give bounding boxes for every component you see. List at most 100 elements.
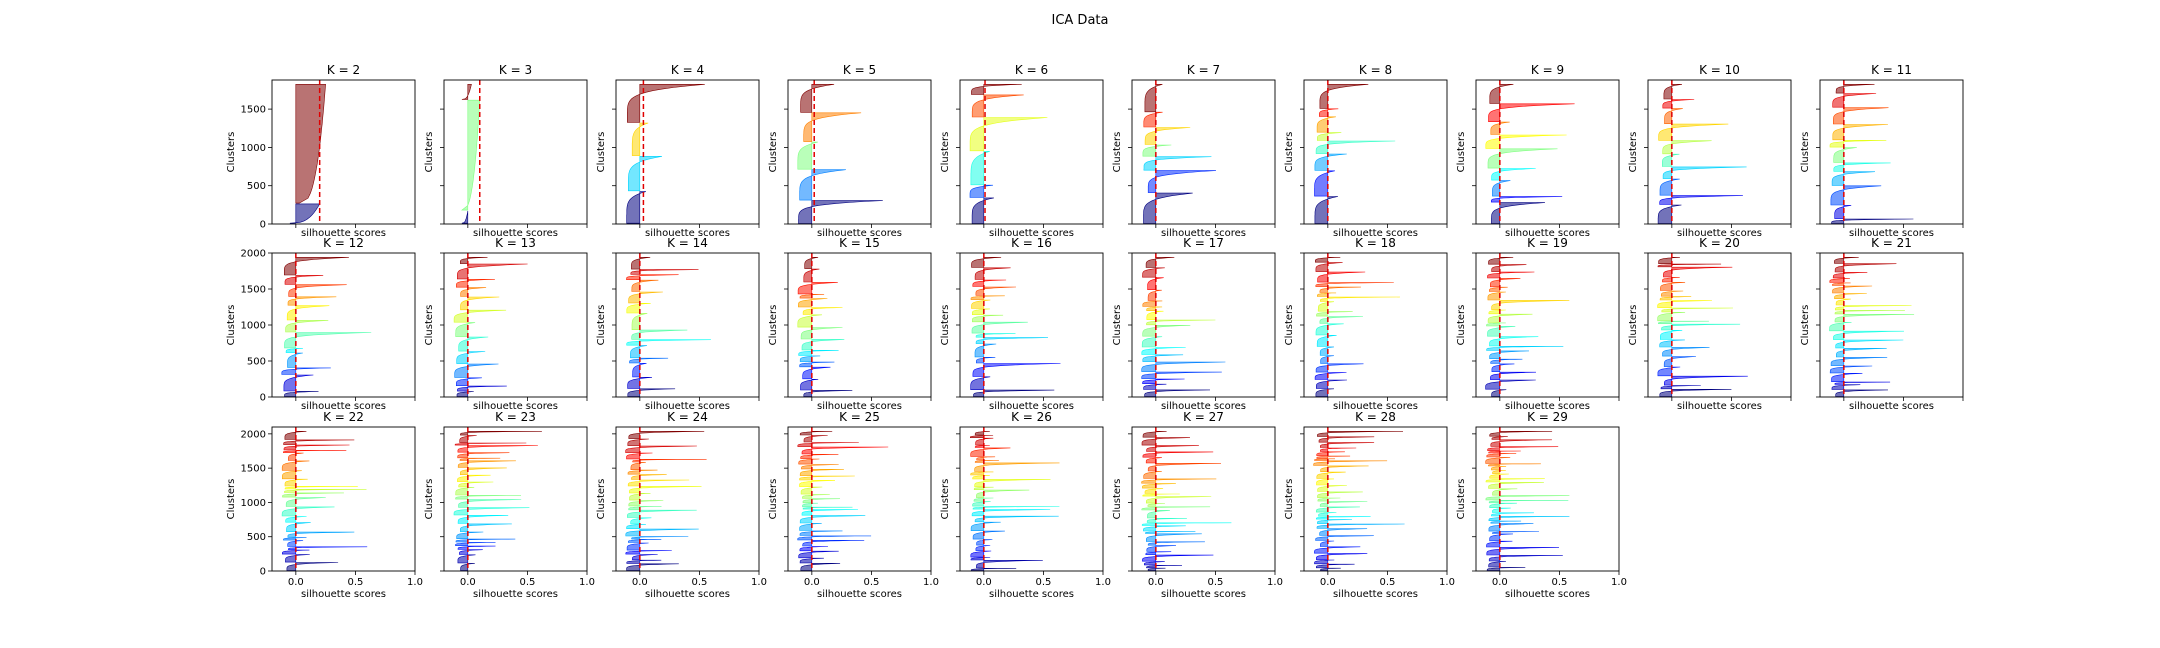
panel-k-18: K = 18 silhouette scores Clusters (1284, 236, 1448, 412)
y-axis-label: Clusters (1284, 132, 1295, 173)
cluster-band (797, 314, 823, 328)
x-axis-label: silhouette scores (645, 401, 730, 412)
cluster-band (1146, 496, 1212, 504)
panel-title: K = 24 (667, 410, 708, 424)
cluster-band (1144, 84, 1163, 113)
x-axis-label: silhouette scores (1333, 589, 1418, 600)
x-tick-label: 1.0 (1611, 577, 1627, 588)
cluster-band (972, 308, 990, 315)
cluster-band (1662, 99, 1695, 109)
y-tick-label: 2000 (241, 249, 266, 260)
x-tick-label: 0.0 (804, 577, 820, 588)
x-axis-label: silhouette scores (1161, 401, 1246, 412)
cluster-band (1314, 559, 1335, 565)
cluster-band (625, 445, 697, 453)
panel-title: K = 23 (495, 410, 536, 424)
panel-title: K = 12 (323, 236, 364, 250)
cluster-band (628, 539, 662, 543)
panel-title: K = 29 (1527, 410, 1568, 424)
panel-k-22: K = 22 0 500 1000 1500 2000 0.0 0.5 1.0 silhouett… (226, 410, 423, 600)
cluster-band (802, 502, 818, 508)
axes-frame (271, 79, 416, 225)
cluster-band (630, 517, 652, 525)
cluster-band (1492, 180, 1511, 197)
y-axis-label: Clusters (940, 132, 951, 173)
cluster-band (1832, 285, 1873, 294)
cluster-band (1486, 567, 1526, 571)
cluster-band (455, 542, 496, 546)
cluster-band (454, 363, 499, 378)
axes-frame (1131, 426, 1276, 572)
cluster-band (1314, 196, 1339, 224)
cluster-band (628, 291, 663, 304)
panel-title: K = 21 (1871, 236, 1912, 250)
x-tick-label: 0.0 (460, 577, 476, 588)
cluster-band (1490, 520, 1522, 524)
cluster-band (802, 506, 853, 510)
cluster-band (286, 522, 311, 532)
cluster-band (630, 345, 648, 359)
cluster-band (1319, 316, 1364, 324)
cluster-band (976, 489, 1030, 498)
x-tick-label: 0.5 (347, 577, 363, 588)
cluster-band (974, 515, 1059, 523)
y-axis-label: Clusters (1800, 132, 1811, 173)
cluster-band (1316, 311, 1353, 317)
x-tick-label: 1.0 (407, 577, 423, 588)
cluster-band (797, 442, 859, 447)
cluster-band (631, 257, 651, 270)
cluster-band (1317, 292, 1337, 297)
cluster-band (1314, 458, 1335, 461)
cluster-band (799, 475, 855, 481)
cluster-band (1487, 326, 1516, 337)
cluster-band (1491, 264, 1527, 272)
panel-title: K = 22 (323, 410, 364, 424)
cluster-band (1833, 107, 1889, 125)
cluster-band (1316, 553, 1368, 560)
cluster-band (1317, 431, 1404, 437)
cluster-band (1314, 153, 1347, 171)
cluster-band (1659, 178, 1680, 196)
cluster-band (973, 389, 1055, 397)
cluster-band (1147, 510, 1170, 519)
x-tick-label: 1.0 (1439, 577, 1455, 588)
cluster-band (1488, 555, 1563, 562)
cluster-band (970, 447, 1011, 457)
cluster-band (803, 112, 862, 142)
cluster-band (798, 298, 828, 308)
cluster-band (975, 333, 1016, 338)
cluster-band (284, 391, 319, 397)
cluster-band (1316, 451, 1345, 456)
cluster-band (1147, 567, 1166, 571)
cluster-band (1144, 127, 1191, 145)
cluster-band (1146, 319, 1216, 326)
cluster-band (1319, 84, 1369, 109)
panel-k-21: K = 21 silhouette scores Clusters (1800, 236, 1964, 412)
x-tick-label: 1.0 (1267, 577, 1283, 588)
x-tick-label: 1.0 (579, 577, 595, 588)
panel-k-27: K = 27 0.0 0.5 1.0 silhouette scores Clusters (1112, 410, 1283, 600)
panel-k-4: K = 4 silhouette scores Clusters (596, 63, 760, 239)
cluster-band (1832, 272, 1868, 279)
cluster-band (1486, 547, 1560, 556)
cluster-band (457, 445, 538, 453)
x-axis-label: silhouette scores (1161, 228, 1246, 239)
cluster-band (1488, 450, 1521, 454)
cluster-band (1834, 263, 1897, 273)
cluster-band (284, 489, 367, 493)
axes-frame (615, 426, 760, 572)
cluster-band (971, 299, 991, 309)
cluster-band (800, 379, 819, 391)
cluster-band (1142, 267, 1165, 278)
cluster-band (1489, 502, 1517, 508)
y-axis-label: Clusters (1112, 479, 1123, 520)
cluster-band (457, 515, 509, 524)
cluster-band (629, 486, 702, 494)
cluster-band (969, 184, 994, 198)
cluster-band (1316, 478, 1335, 486)
panel-title: K = 20 (1699, 236, 1740, 250)
cluster-band (803, 390, 853, 397)
cluster-band (1315, 282, 1394, 287)
cluster-band (1489, 533, 1514, 542)
x-axis-label: silhouette scores (817, 401, 902, 412)
